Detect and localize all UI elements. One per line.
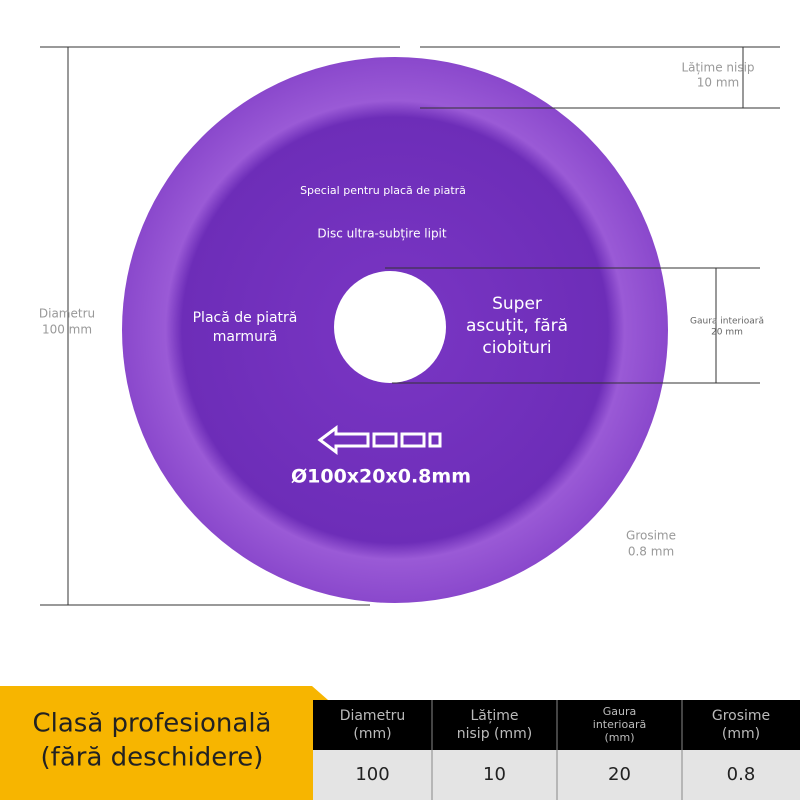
table-value: 20 — [608, 764, 631, 785]
annotation: Gaura interioară — [690, 317, 764, 327]
table-header-text: Gaura — [603, 705, 637, 718]
annotation: Diametru — [39, 307, 95, 321]
annotation: 20 mm — [711, 328, 743, 338]
table-header-text: Grosime — [712, 708, 770, 724]
disc-text: marmură — [213, 329, 278, 345]
annotation: Grosime — [626, 529, 676, 543]
annotation: 0.8 mm — [628, 545, 674, 559]
table-header-text: nisip (mm) — [457, 726, 532, 742]
table-header-text: (mm) — [353, 726, 391, 742]
annotation: Lățime nisip — [681, 61, 754, 75]
table-header-text: Diametru — [340, 708, 406, 724]
table-header-text: interioară — [593, 718, 646, 731]
banner — [0, 686, 328, 800]
disc-text: Placă de piatră — [193, 310, 298, 326]
table-header-text: (mm) — [604, 731, 634, 744]
disc-text: ascuțit, fără — [466, 316, 568, 336]
table-header-text: (mm) — [722, 726, 760, 742]
annotation: 10 mm — [697, 76, 739, 90]
table-header-text: Lățime — [470, 708, 518, 724]
size-mark: Ø100x20x0.8mm — [291, 466, 471, 488]
banner-text: (fără deschidere) — [41, 743, 264, 773]
disc-text: ciobituri — [482, 338, 551, 358]
annotation: 100 mm — [42, 323, 92, 337]
disc-text: Super — [492, 294, 542, 314]
table-value: 0.8 — [727, 764, 756, 785]
table-value: 100 — [355, 764, 389, 785]
disc-text: Special pentru placă de piatră — [300, 184, 466, 197]
arrow-icon — [317, 425, 442, 455]
banner-text: Clasă profesională — [33, 709, 272, 739]
disc-hole — [334, 271, 446, 383]
disc-text: Disc ultra-subțire lipit — [317, 227, 447, 241]
table-value: 10 — [483, 764, 506, 785]
